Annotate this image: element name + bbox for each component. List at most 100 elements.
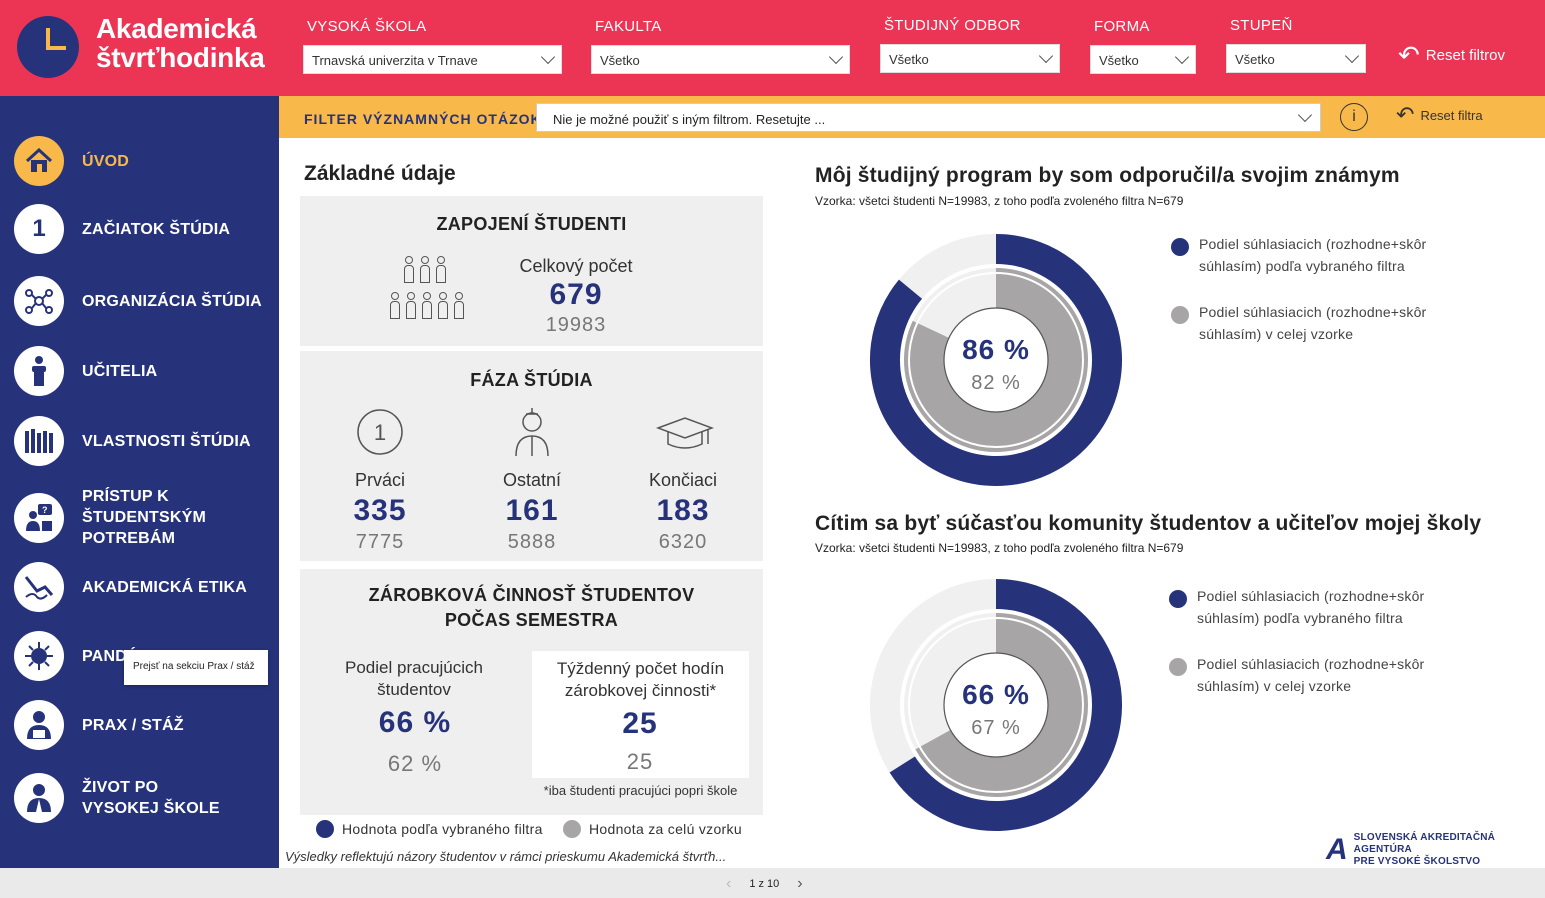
- phase-value-final: 183: [656, 494, 710, 527]
- field-select-value: Všetko: [889, 52, 929, 67]
- agency-line2: PRE VYSOKÉ ŠKOLSTVO: [1353, 856, 1481, 867]
- next-page-icon[interactable]: ›: [797, 875, 803, 892]
- legend-filter-label: Hodnota podľa vybraného filtra: [342, 821, 543, 837]
- agency-mark-icon: A: [1326, 833, 1348, 866]
- sidebar-item-label: ORGANIZÁCIA ŠTÚDIA: [82, 292, 262, 310]
- work-hours-value: 25: [622, 707, 658, 740]
- work-share-label-line2: študentov: [377, 680, 451, 699]
- legend-dot-filter: [316, 820, 334, 838]
- chart1-center-sub: 82 %: [971, 372, 1021, 394]
- reset-question-filter-button[interactable]: ↶ Reset filtra: [1396, 104, 1483, 126]
- chart1-legend-filter: Podiel súhlasiacich (rozhodne+skôr súhlas…: [1171, 233, 1426, 277]
- chart2-legend2-line2: súhlasím) v celej vzorke: [1197, 678, 1352, 694]
- chevron-down-icon: [1174, 49, 1190, 65]
- sidebar-item-label: ZAČIATOK ŠTÚDIA: [82, 220, 231, 238]
- chart2-legend-dot-all: [1169, 658, 1187, 676]
- worker-icon: [14, 700, 64, 750]
- chart1-legend1-line2: súhlasím) podľa vybraného filtra: [1199, 258, 1405, 274]
- chart1-subtitle: Vzorka: všetci študenti N=19983, z toho …: [815, 194, 1184, 208]
- sidebar-nav: ÚVOD 1 ZAČIATOK ŠTÚDIA ORGANIZÁCIA ŠTÚDI…: [0, 96, 279, 868]
- sidebar-item-zivot[interactable]: ŽIVOT PO VYSOKEJ ŠKOLE: [14, 773, 232, 823]
- question-filter-value: Nie je možné použiť s iným filtrom. Rese…: [553, 112, 826, 127]
- first-year-icon: 1: [357, 409, 403, 455]
- work-hours-label-line1: Týždenný počet hodín: [556, 659, 725, 678]
- people-group-icon: [388, 254, 466, 324]
- chart1-legend-dot-all: [1171, 306, 1189, 324]
- chevron-down-icon: [1344, 48, 1360, 64]
- chart1-legend2-line1: Podiel súhlasiacich (rozhodne+skôr: [1199, 304, 1427, 320]
- question-filter-bar: FILTER VÝZNAMNÝCH OTÁZOK: Nie je možné p…: [279, 96, 1545, 138]
- help-person-icon: ?: [14, 492, 64, 543]
- chart1-donut: [870, 234, 1122, 486]
- sidebar-item-pristup[interactable]: ? PRÍSTUP K ŠTUDENTSKÝM POTREBÁM: [14, 486, 242, 549]
- sidebar-item-label: PRAX / STÁŽ: [82, 716, 184, 734]
- graduation-cap-icon: [656, 417, 714, 449]
- donut-center: [943, 652, 1049, 758]
- sidebar-item-etika[interactable]: AKADEMICKÁ ETIKA: [14, 562, 247, 612]
- sidebar-item-organizacia[interactable]: ORGANIZÁCIA ŠTÚDIA: [14, 276, 262, 326]
- legend-dot-all: [563, 820, 581, 838]
- graduate-person-icon: [14, 773, 64, 823]
- school-select[interactable]: Trnavská univerzita v Trnave: [303, 45, 562, 74]
- ring-separator: [908, 272, 1084, 448]
- phase-total-other: 5888: [507, 531, 557, 553]
- sidebar-item-label: ŽIVOT PO VYSOKEJ ŠKOLE: [82, 779, 220, 817]
- phase-value-other: 161: [505, 494, 559, 527]
- header-bar: Akademická štvrťhodinka VYSOKÁ ŠKOLA Trn…: [0, 0, 1545, 96]
- level-select[interactable]: Všetko: [1226, 44, 1366, 73]
- previous-page-icon[interactable]: ‹: [726, 875, 732, 892]
- outer-ring-value-arc: [870, 234, 1122, 486]
- phase-panel-title: FÁZA ŠTÚDIA: [470, 370, 593, 390]
- report-footnote: Výsledky reflektujú názory študentov v r…: [285, 849, 727, 864]
- svg-text:1: 1: [374, 420, 386, 445]
- phase-label-first: Prváci: [354, 470, 405, 490]
- chart2-center-main: 66 %: [962, 679, 1030, 710]
- field-select[interactable]: Všetko: [880, 44, 1060, 73]
- chart1-legend-all: Podiel súhlasiacich (rozhodne+skôr súhlas…: [1171, 301, 1426, 345]
- form-select[interactable]: Všetko: [1090, 45, 1196, 74]
- sidebar-item-zaciatok[interactable]: 1 ZAČIATOK ŠTÚDIA: [14, 204, 230, 254]
- question-filter-select[interactable]: Nie je možné použiť s iným filtrom. Rese…: [536, 103, 1321, 132]
- sidebar-item-label: ÚVOD: [82, 152, 130, 170]
- reset-filters-button[interactable]: ↶ Reset filtrov: [1398, 40, 1505, 70]
- filter-label-faculty: FAKULTA: [595, 18, 662, 35]
- sidebar-item-uvod[interactable]: ÚVOD: [14, 136, 129, 186]
- total-count-value: 679: [549, 278, 603, 311]
- nav-tooltip: Prejsť na sekciu Prax / stáž: [124, 650, 268, 685]
- form-select-value: Všetko: [1099, 53, 1139, 68]
- work-hours-total: 25: [626, 749, 654, 774]
- chart1-title: Môj študijný program by som odporučil/a …: [815, 164, 1400, 187]
- signature-icon: [14, 562, 64, 612]
- chart2-legend2-line1: Podiel súhlasiacich (rozhodne+skôr: [1197, 656, 1425, 672]
- sidebar-item-vlastnosti[interactable]: VLASTNOSTI ŠTÚDIA: [14, 416, 251, 466]
- filter-label-level: STUPEŇ: [1230, 17, 1293, 34]
- info-icon[interactable]: i: [1340, 103, 1368, 131]
- work-hours-label-line2: zárobkovej činnosti*: [564, 681, 717, 700]
- sidebar-item-label: VLASTNOSTI ŠTÚDIA: [82, 432, 251, 450]
- chart1-legend2-line2: súhlasím) v celej vzorke: [1199, 326, 1354, 342]
- legend-filter: Hodnota podľa vybraného filtra: [316, 820, 543, 838]
- work-share-total: 62 %: [387, 751, 443, 776]
- sidebar-item-label: UČITELIA: [82, 362, 158, 380]
- chart2-donut: [870, 579, 1122, 831]
- faculty-select-value: Všetko: [600, 53, 640, 68]
- sidebar-item-label: PRÍSTUP K ŠTUDENTSKÝM POTREBÁM: [82, 488, 206, 547]
- undo-arrow-icon: ↶: [1398, 40, 1420, 70]
- sidebar-item-prax[interactable]: PRAX / STÁŽ: [14, 700, 184, 750]
- app-logo-text: Akademická štvrťhodinka: [96, 14, 265, 72]
- filter-label-form: FORMA: [1094, 18, 1150, 35]
- chart1-center-main: 86 %: [962, 334, 1030, 365]
- outer-ring-value-arc: [889, 579, 1122, 831]
- work-panel-title-line2: POČAS SEMESTRA: [444, 610, 619, 630]
- students-panel: ZAPOJENÍ ŠTUDENTI: [300, 196, 763, 346]
- sidebar-item-ucitelia[interactable]: UČITELIA: [14, 346, 157, 396]
- books-icon: [14, 416, 64, 466]
- faculty-select[interactable]: Všetko: [591, 45, 850, 74]
- work-panel-title-line1: ZÁROBKOVÁ ČINNOSŤ ŠTUDENTOV: [368, 585, 695, 605]
- clock-logo-icon: [17, 16, 79, 78]
- agency-logo: A SLOVENSKÁ AKREDITAČNÁ AGENTÚRA PRE VYS…: [1326, 832, 1545, 868]
- chart2-subtitle: Vzorka: všetci študenti N=19983, z toho …: [815, 541, 1184, 555]
- page-navigator: ‹ 1 z 10 ›: [0, 868, 1545, 898]
- phase-label-final: Končiaci: [648, 470, 718, 490]
